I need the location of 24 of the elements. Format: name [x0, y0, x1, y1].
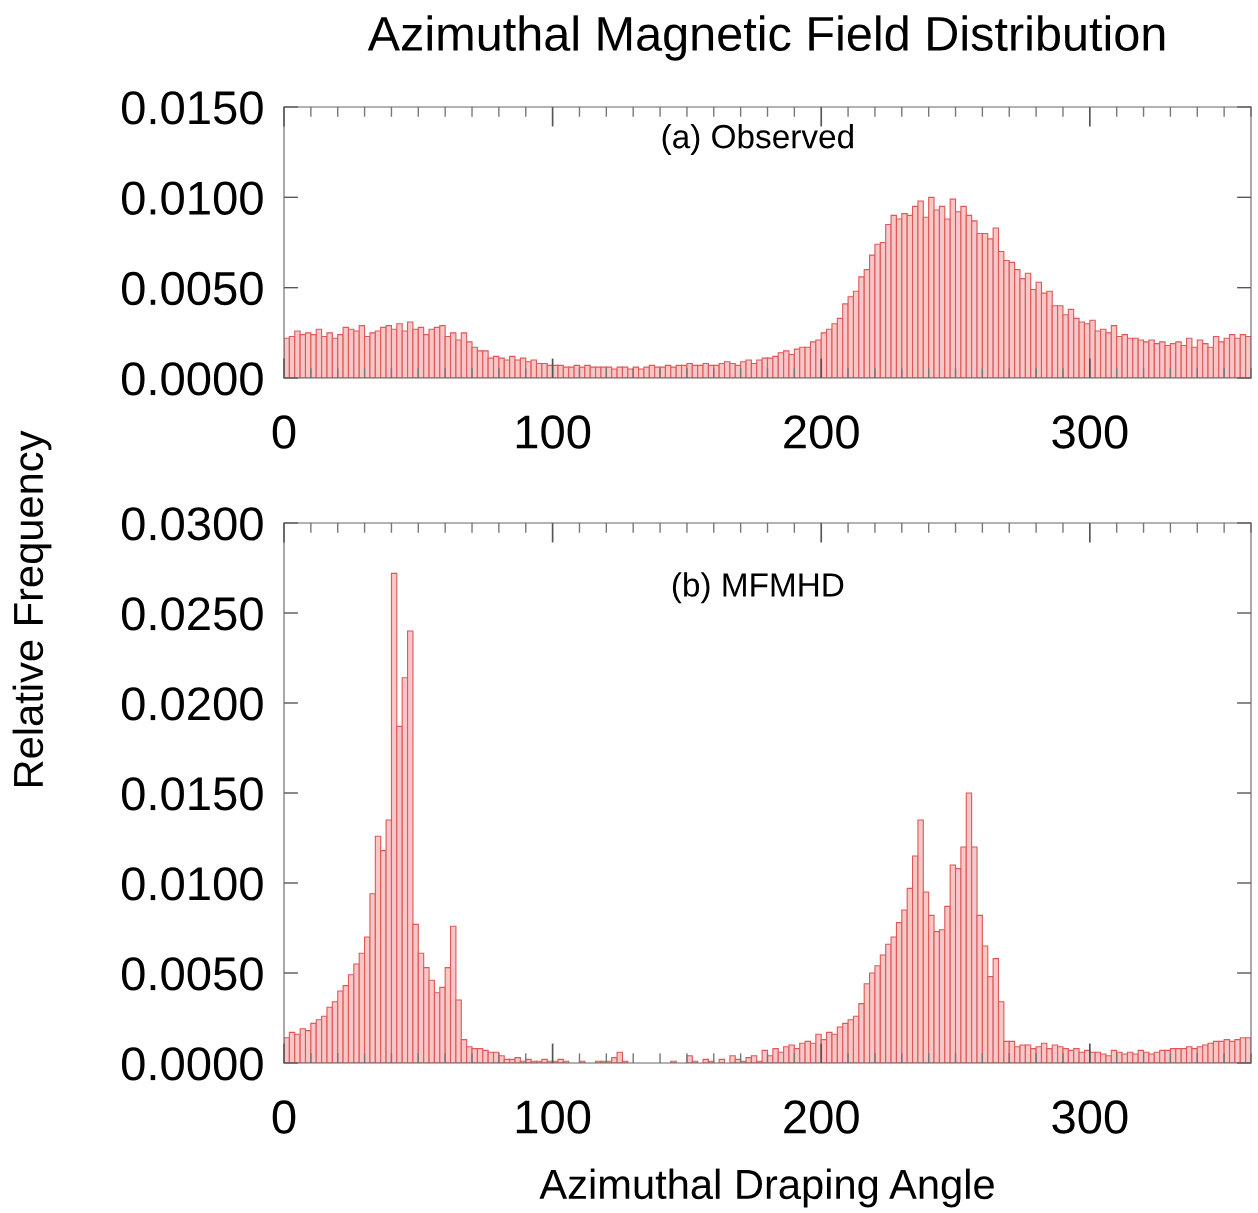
y-tick-label: 0.0050: [121, 271, 263, 306]
x-tick-label: 300: [1052, 1100, 1128, 1134]
y-axis-title: Relative Frequency: [12, 430, 52, 787]
x-tick-label: 100: [516, 415, 591, 449]
chart-title: Azimuthal Magnetic Field Distribution: [367, 15, 1165, 61]
annotation: (b) MFMHD: [672, 572, 844, 604]
y-tick-label: 0.0000: [121, 362, 263, 396]
y-tick-label: 0.0150: [121, 777, 263, 811]
y-tick-label: 0.0300: [121, 507, 263, 541]
annotation: (a) Observed: [662, 123, 853, 156]
x-tick-label: 0: [272, 1100, 296, 1134]
y-tick-label: 0.0150: [121, 91, 263, 125]
y-tick-label: 0.0000: [121, 1047, 263, 1081]
y-tick-label: 0.0250: [121, 597, 263, 631]
y-tick-label: 0.0100: [121, 181, 263, 215]
x-tick-label: 300: [1052, 415, 1128, 449]
x-tick-label: 100: [516, 1100, 591, 1134]
y-tick-label: 0.0100: [121, 867, 263, 901]
x-axis-title: Azimuthal Draping Angle: [539, 1168, 994, 1208]
y-tick-label: 0.0050: [121, 957, 263, 991]
x-tick-label: 200: [784, 415, 859, 449]
x-tick-label: 0: [272, 415, 296, 449]
y-tick-label: 0.0200: [121, 687, 263, 721]
x-tick-label: 200: [784, 1100, 859, 1134]
